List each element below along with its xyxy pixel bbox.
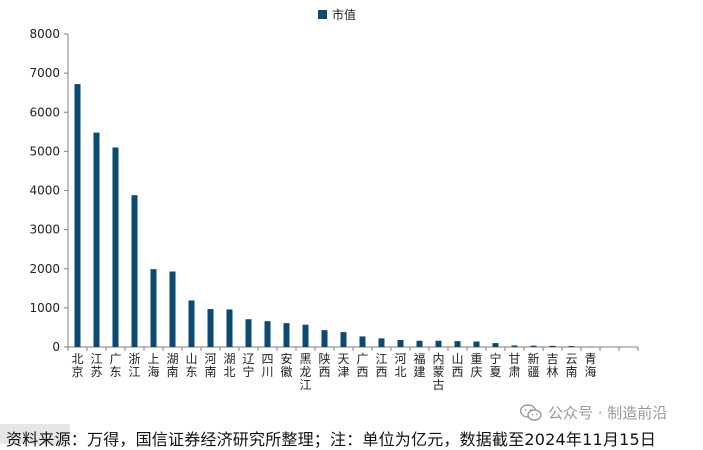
x-tick-label: 上海 xyxy=(147,352,159,379)
bar xyxy=(170,271,176,347)
bar xyxy=(455,341,461,347)
y-tick-label: 1000 xyxy=(29,301,60,315)
x-tick-label: 新疆 xyxy=(527,351,539,379)
watermark-text: 公众号 · 制造前沿 xyxy=(548,402,667,423)
bar xyxy=(322,330,328,347)
bar xyxy=(227,309,233,347)
y-tick-label: 8000 xyxy=(29,27,60,41)
x-tick-labels: 北京江苏广东浙江上海湖南山东河南湖北辽宁四川安徽黑龙江陕西天津广西江西河北福建内… xyxy=(71,351,596,392)
bar xyxy=(132,195,138,347)
x-tick-label: 吉林 xyxy=(546,352,558,379)
bar xyxy=(398,340,404,347)
y-tick-label: 2000 xyxy=(29,262,60,276)
x-tick-label: 河南 xyxy=(204,352,216,379)
y-tick-label: 4000 xyxy=(29,184,60,198)
bar xyxy=(246,319,252,347)
x-tick-label: 宁夏 xyxy=(489,351,501,379)
watermark: 公众号 · 制造前沿 xyxy=(520,402,667,423)
x-tick-label: 广东 xyxy=(109,352,121,379)
x-tick-label: 内蒙古 xyxy=(432,352,444,392)
bar xyxy=(341,332,347,347)
x-axis xyxy=(68,347,638,351)
bar xyxy=(531,346,537,347)
y-tick-label: 5000 xyxy=(29,144,60,158)
bar xyxy=(284,323,290,347)
bar xyxy=(360,336,366,347)
bar xyxy=(493,343,499,347)
x-tick-label: 江苏 xyxy=(90,352,102,379)
bar xyxy=(113,147,119,347)
bar xyxy=(75,84,81,347)
x-tick-label: 天津 xyxy=(337,352,349,379)
x-tick-label: 重庆 xyxy=(470,352,482,379)
x-tick-label: 辽宁 xyxy=(242,352,254,379)
bar xyxy=(303,325,309,347)
y-tick-label: 0 xyxy=(52,340,60,354)
x-tick-label: 四川 xyxy=(261,352,273,379)
bar xyxy=(189,300,195,347)
x-tick-label: 黑龙江 xyxy=(299,352,311,392)
bar xyxy=(512,345,518,347)
x-tick-label: 安徽 xyxy=(280,351,292,379)
bar xyxy=(417,341,423,347)
bar xyxy=(569,346,575,347)
x-tick-label: 山西 xyxy=(451,352,463,379)
bar xyxy=(436,341,442,347)
y-tick-label: 6000 xyxy=(29,105,60,119)
x-tick-label: 山东 xyxy=(185,352,197,379)
source-note: 资料来源：万得，国信证券经济研究所整理；注：单位为亿元，数据截至2024年11月… xyxy=(6,426,656,450)
bars xyxy=(75,84,594,347)
x-tick-label: 青海 xyxy=(584,352,596,379)
bar xyxy=(208,309,214,347)
x-tick-label: 江西 xyxy=(375,352,387,379)
x-tick-label: 湖南 xyxy=(166,351,178,379)
x-tick-label: 云南 xyxy=(565,352,577,379)
x-tick-label: 河北 xyxy=(394,352,406,379)
x-tick-label: 甘肃 xyxy=(508,352,520,379)
y-axis: 0 1000 2000 3000 4000 5000 6000 7000 8000 xyxy=(29,27,68,354)
bar xyxy=(151,269,157,347)
x-tick-label: 福建 xyxy=(413,351,425,379)
x-tick-label: 广西 xyxy=(356,352,368,379)
y-tick-label: 3000 xyxy=(29,223,60,237)
x-tick-label: 北京 xyxy=(71,352,83,379)
bar xyxy=(379,338,385,347)
x-tick-label: 湖北 xyxy=(223,351,235,379)
bar xyxy=(474,342,480,347)
x-tick-label: 陕西 xyxy=(318,351,330,379)
bar xyxy=(265,321,271,347)
x-tick-label: 浙江 xyxy=(128,352,140,379)
bar xyxy=(550,346,556,347)
wechat-icon xyxy=(520,404,542,422)
bar xyxy=(94,133,100,347)
y-tick-label: 7000 xyxy=(29,66,60,80)
